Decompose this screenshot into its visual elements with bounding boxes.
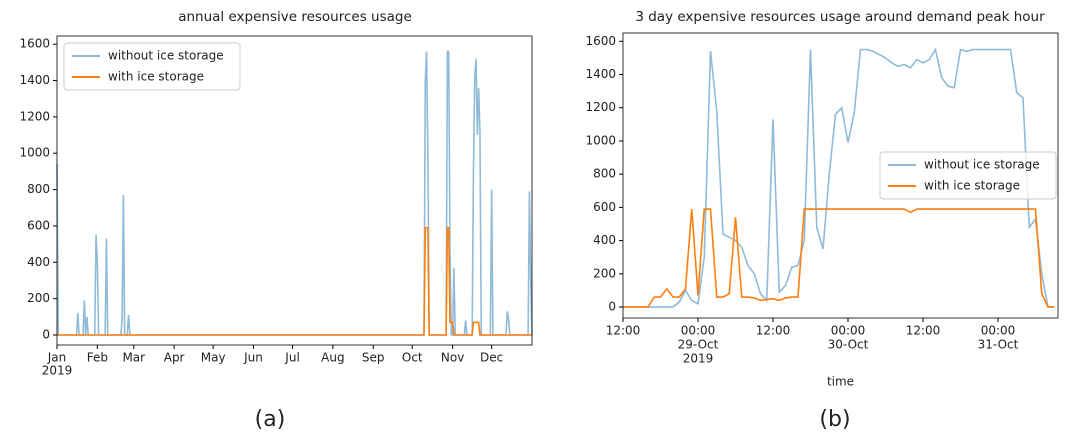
x-tick-label: 00:00 bbox=[831, 324, 866, 338]
x-tick-label: Mar bbox=[122, 351, 145, 365]
x-tick-year: 2019 bbox=[683, 352, 714, 366]
plot-frame bbox=[56, 35, 533, 346]
legend-box bbox=[879, 151, 1057, 200]
legend-label: with ice storage bbox=[924, 179, 1020, 193]
legend: without ice storage with ice storage bbox=[879, 151, 1057, 200]
x-tick-label: Aug bbox=[321, 351, 344, 365]
series-line bbox=[623, 208, 1055, 308]
y-tick-label: 1600 bbox=[19, 37, 50, 51]
legend-label: without ice storage bbox=[924, 158, 1040, 172]
chart-title: 3 day expensive resources usage around d… bbox=[635, 9, 1045, 25]
legend-box bbox=[63, 42, 241, 91]
x-tick-label: Jun bbox=[243, 351, 263, 365]
y-tick-label: 800 bbox=[27, 182, 50, 196]
chart-title: annual expensive resources usage bbox=[178, 9, 412, 25]
x-tick-label: 12:00 bbox=[906, 324, 941, 338]
plot-frame bbox=[622, 32, 1059, 319]
y-tick-label: 1200 bbox=[19, 109, 50, 123]
x-tick-label: Feb bbox=[87, 351, 108, 365]
y-tick-label: 1000 bbox=[19, 146, 50, 160]
x-tick-sublabel: 31-Oct bbox=[978, 338, 1019, 352]
y-tick-label: 600 bbox=[593, 200, 616, 214]
y-tick-label: 1400 bbox=[19, 73, 50, 87]
x-tick-label: Oct bbox=[402, 351, 423, 365]
legend: without ice storage with ice storage bbox=[63, 42, 241, 91]
y-tick-label: 200 bbox=[593, 266, 616, 280]
x-tick-label: Sep bbox=[362, 351, 385, 365]
x-tick-label: Apr bbox=[164, 351, 185, 365]
x-tick-label: May bbox=[201, 351, 226, 365]
y-tick-label: 400 bbox=[27, 255, 50, 269]
x-axis-label: time bbox=[827, 375, 854, 389]
x-tick-label: Jan bbox=[47, 351, 67, 365]
x-tick-sublabel: 2019 bbox=[42, 364, 73, 378]
series-line bbox=[56, 50, 533, 336]
caption: (a) bbox=[255, 407, 286, 432]
y-tick-label: 800 bbox=[593, 167, 616, 181]
x-tick-label: Nov bbox=[441, 351, 464, 365]
x-tick-label: 00:00 bbox=[681, 324, 716, 338]
y-tick-label: 1000 bbox=[585, 133, 616, 147]
legend-label: with ice storage bbox=[108, 70, 204, 84]
y-tick-label: 1200 bbox=[585, 100, 616, 114]
caption: (b) bbox=[819, 407, 850, 432]
y-tick-label: 1600 bbox=[585, 34, 616, 48]
x-tick-label: Dec bbox=[480, 351, 503, 365]
y-tick-label: 200 bbox=[27, 291, 50, 305]
series-line bbox=[57, 226, 532, 336]
legend-label: without ice storage bbox=[108, 49, 224, 63]
x-tick-sublabel: 29-Oct bbox=[678, 338, 719, 352]
series-line bbox=[623, 47, 1055, 308]
y-tick-label: 400 bbox=[593, 233, 616, 247]
x-tick-label: 12:00 bbox=[606, 324, 641, 338]
y-tick-label: 0 bbox=[608, 300, 616, 314]
x-tick-sublabel: 30-Oct bbox=[828, 338, 869, 352]
x-tick-label: 12:00 bbox=[756, 324, 791, 338]
x-tick-label: 00:00 bbox=[981, 324, 1016, 338]
y-tick-label: 0 bbox=[42, 328, 50, 342]
y-tick-label: 600 bbox=[27, 218, 50, 232]
x-tick-label: Jul bbox=[284, 351, 299, 365]
y-tick-label: 1400 bbox=[585, 67, 616, 81]
